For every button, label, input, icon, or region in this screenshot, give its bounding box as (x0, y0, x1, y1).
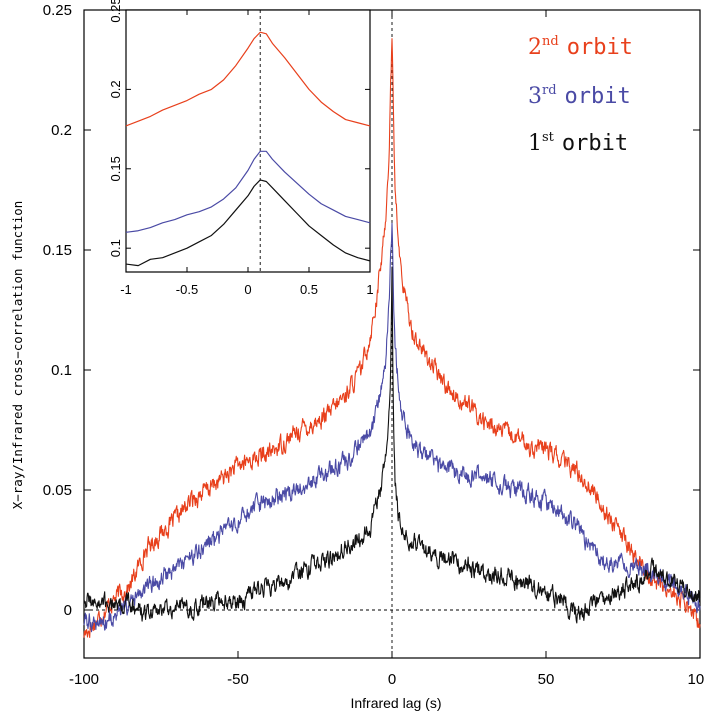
legend-text: orbit (567, 35, 633, 60)
y-tick-label: 0.1 (51, 362, 72, 379)
x-axis-label: Infrared lag (s) (350, 695, 441, 711)
inset-x-tick-label: 0 (244, 282, 251, 297)
y-tick-label: 0.05 (43, 482, 72, 499)
inset-y-tick-label: 0.2 (108, 80, 123, 98)
inset-series-line (125, 179, 371, 267)
inset-series-line (125, 150, 371, 233)
inset-x-tick-label: 1 (366, 282, 373, 297)
legend-superscript: rd (542, 83, 557, 98)
y-tick-label: 0.2 (51, 122, 72, 139)
x-tick-label: -100 (69, 671, 99, 688)
inset-frame (125, 9, 371, 273)
legend-superscript: st (542, 130, 555, 145)
legend-number: 2 (528, 35, 542, 60)
legend-entry: 1st orbit (528, 130, 628, 156)
inset-y-tick-label: 0.15 (108, 156, 123, 181)
legend-text: orbit (562, 131, 628, 156)
inset-plot: -1 -0.5 0 0.5 1 0.1 0.15 0.2 0.25 (108, 0, 374, 297)
x-tick-label: -50 (227, 671, 249, 688)
y-tick-label: 0.15 (43, 242, 72, 259)
series-line (83, 222, 701, 633)
y-tick-label: 0 (64, 602, 72, 619)
inset-y-tick-label: 0.25 (108, 0, 123, 23)
x-tick-label: 100 (687, 671, 704, 688)
series-line (83, 266, 701, 624)
inset-x-tick-label: 0.5 (300, 282, 318, 297)
legend-text: orbit (565, 84, 631, 109)
inset-series-line (125, 31, 371, 127)
legend-superscript: nd (542, 34, 559, 49)
y-axis-label: X−ray/Infrared cross−correlation functio… (10, 201, 25, 510)
x-tick-label: 0 (388, 671, 396, 688)
series-line (83, 38, 701, 638)
x-tick-label: 50 (538, 671, 555, 688)
inset-x-tick-label: -0.5 (176, 282, 198, 297)
legend-number: 1 (528, 131, 542, 156)
legend-number: 3 (528, 84, 542, 109)
inset-y-tick-label: 0.1 (108, 239, 123, 257)
legend-entry: 2nd orbit (528, 34, 633, 60)
inset-x-tick-label: -1 (120, 282, 132, 297)
legend-entry: 3rd orbit (528, 83, 631, 109)
y-tick-label: 0.25 (43, 2, 72, 19)
